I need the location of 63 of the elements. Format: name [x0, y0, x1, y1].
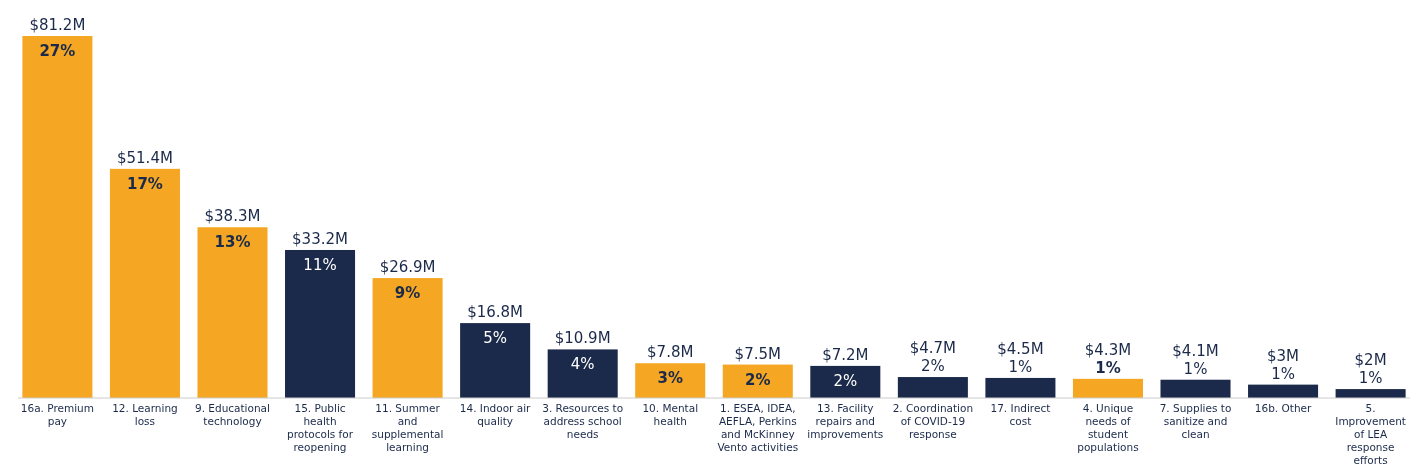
- annotation: 5%: [483, 329, 508, 348]
- data-label: $38.3M: [204, 207, 261, 226]
- bar: [285, 249, 356, 398]
- annotation: 2%: [833, 371, 858, 390]
- data-label: $10.9M: [554, 329, 611, 348]
- x-tick-label: 16a. Premium pay: [20, 402, 94, 427]
- x-tick-label: 5. Improvement of LEA response efforts: [1335, 402, 1406, 466]
- x-tick-label: 15. Public health protocols for reopening: [287, 402, 354, 453]
- annotation: 11%: [303, 255, 337, 274]
- data-label: $26.9M: [379, 258, 436, 277]
- bar: [985, 377, 1056, 398]
- bar: [372, 278, 443, 398]
- bar: [109, 168, 180, 398]
- data-label: $4.3M: [1084, 340, 1132, 359]
- data-label: $7.5M: [734, 344, 781, 363]
- annotation: 13%: [214, 233, 251, 252]
- data-label: $4.7M: [909, 339, 957, 358]
- x-tick-label: 14. Indoor air quality: [459, 402, 532, 427]
- data-label: $51.4M: [117, 148, 173, 167]
- bar: [1072, 378, 1143, 398]
- annotation: 1%: [1008, 357, 1033, 376]
- annotation: 1%: [1271, 364, 1295, 383]
- data-label: $7.8M: [647, 343, 694, 362]
- data-label: $3M: [1267, 346, 1300, 365]
- bar: [1160, 379, 1231, 398]
- x-tick-label: 13. Facility repairs and improvements: [807, 402, 884, 440]
- annotation: 27%: [39, 42, 76, 60]
- x-tick-label: 7. Supplies to sanitize and clean: [1159, 402, 1232, 440]
- x-tick-label: 2. Coordination of COVID-19 response: [892, 402, 974, 440]
- bar: [1335, 389, 1406, 398]
- bar: [635, 363, 706, 398]
- x-tick-label: 10. Mental health: [642, 402, 699, 427]
- x-tick-label: 4. Unique needs of student populations: [1077, 402, 1139, 453]
- bar: [897, 377, 968, 398]
- data-label: $7.2M: [822, 345, 869, 364]
- x-tick-label: 11. Summer and supplemental learning: [371, 402, 444, 453]
- annotation: 4%: [570, 355, 595, 374]
- bar: [810, 365, 881, 398]
- bar: [197, 227, 268, 398]
- annotation: 3%: [657, 369, 683, 388]
- x-tick-label: 12. Learning loss: [112, 402, 178, 427]
- data-label: $4.1M: [1172, 341, 1219, 360]
- annotation: 1%: [1358, 369, 1383, 388]
- bar: [547, 349, 618, 398]
- x-tick-label: 3. Resources to address school needs: [542, 402, 624, 440]
- bar: [22, 36, 93, 398]
- annotation: 1%: [1183, 359, 1208, 378]
- bar: [1248, 384, 1319, 398]
- annotation: 9%: [394, 284, 421, 303]
- annotation: 2%: [920, 357, 945, 376]
- annotation: 17%: [126, 174, 163, 193]
- data-label: $4.5M: [997, 339, 1044, 358]
- x-tick-label: 1. ESEA, IDEA, AEFLA, Perkins and McKinney Vento activities: [717, 402, 799, 453]
- x-tick-label: 9. Educational technology: [195, 402, 270, 427]
- data-label: $16.8M: [467, 303, 524, 322]
- x-tick-label: 17. Indirect cost: [990, 402, 1051, 427]
- data-label: $81.2M: [29, 16, 86, 34]
- annotation: 2%: [745, 370, 771, 389]
- x-tick-label: 16b. Other: [1254, 402, 1312, 414]
- data-label: $33.2M: [292, 229, 348, 248]
- data-label: $2M: [1354, 351, 1387, 370]
- annotation: 1%: [1095, 358, 1121, 377]
- bar: [460, 323, 531, 398]
